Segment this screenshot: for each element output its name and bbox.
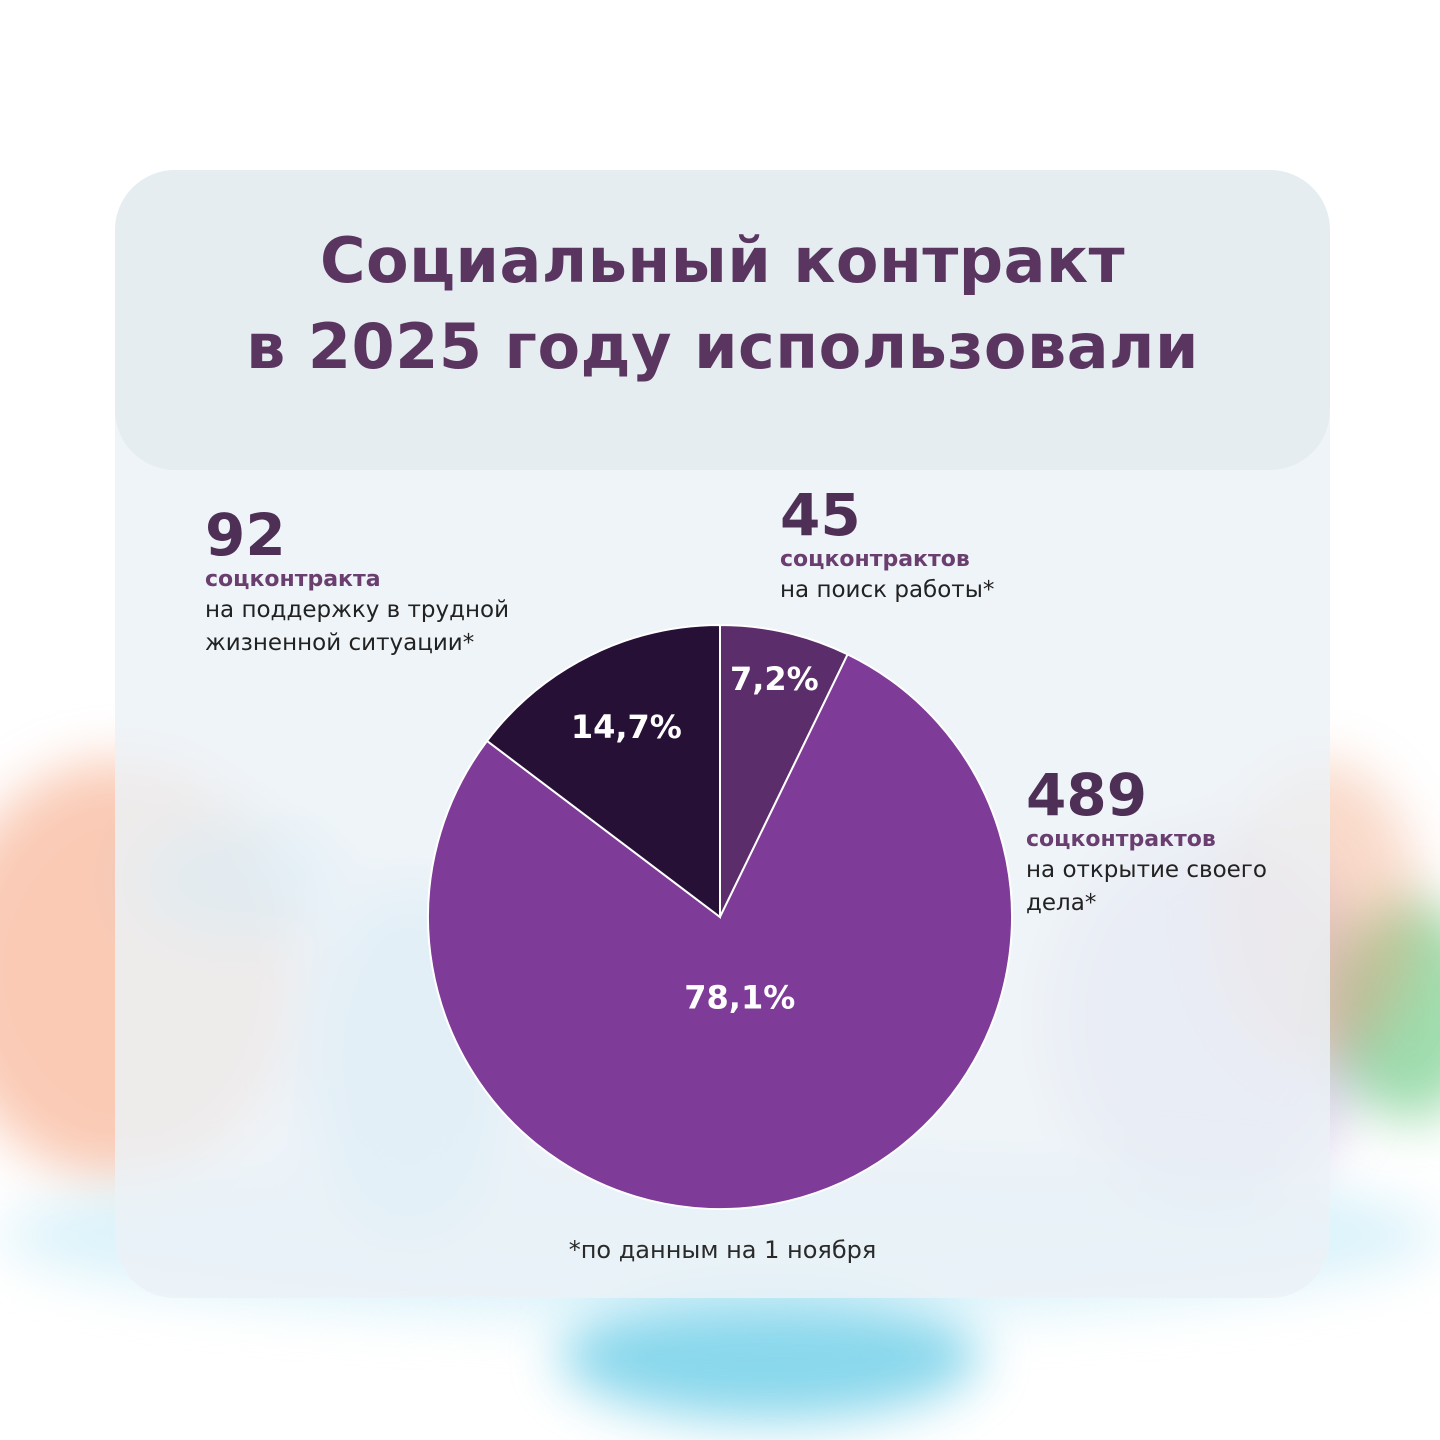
business-count: 489: [1026, 761, 1148, 829]
pie-label-1: 78,1%: [684, 978, 795, 1016]
title-line-1: Социальный контракт: [319, 224, 1126, 297]
job-search-count: 45: [780, 481, 861, 549]
title-line-2: в 2025 году использовали: [246, 310, 1199, 383]
business-unit: соцконтрактов: [1026, 827, 1216, 852]
hardship-description: на поддержку в трудной жизненной ситуаци…: [205, 597, 510, 656]
hardship-unit: соцконтракта: [205, 567, 381, 592]
label-job-search: 45 соцконтрактов на поиск работы*: [780, 484, 994, 607]
pie-label-0: 7,2%: [730, 660, 819, 698]
label-business: 489 соцконтрактов на открытие своего дел…: [1026, 764, 1296, 920]
business-description: на открытие своего дела*: [1026, 857, 1267, 916]
footnote: *по данным на 1 ноября: [568, 1236, 877, 1264]
page-title: Социальный контракт в 2025 году использо…: [115, 218, 1330, 390]
label-hardship: 92 соцконтракта на поддержку в трудной ж…: [205, 504, 535, 660]
job-search-description: на поиск работы*: [780, 577, 995, 603]
job-search-unit: соцконтрактов: [780, 547, 970, 572]
pie-slice-2: [485, 623, 721, 920]
pie-slice-1: [427, 653, 1013, 1210]
hardship-count: 92: [205, 501, 286, 569]
title-panel: [115, 170, 1330, 470]
pie-slice-0: [719, 623, 849, 918]
pie-label-2: 14,7%: [571, 708, 682, 746]
